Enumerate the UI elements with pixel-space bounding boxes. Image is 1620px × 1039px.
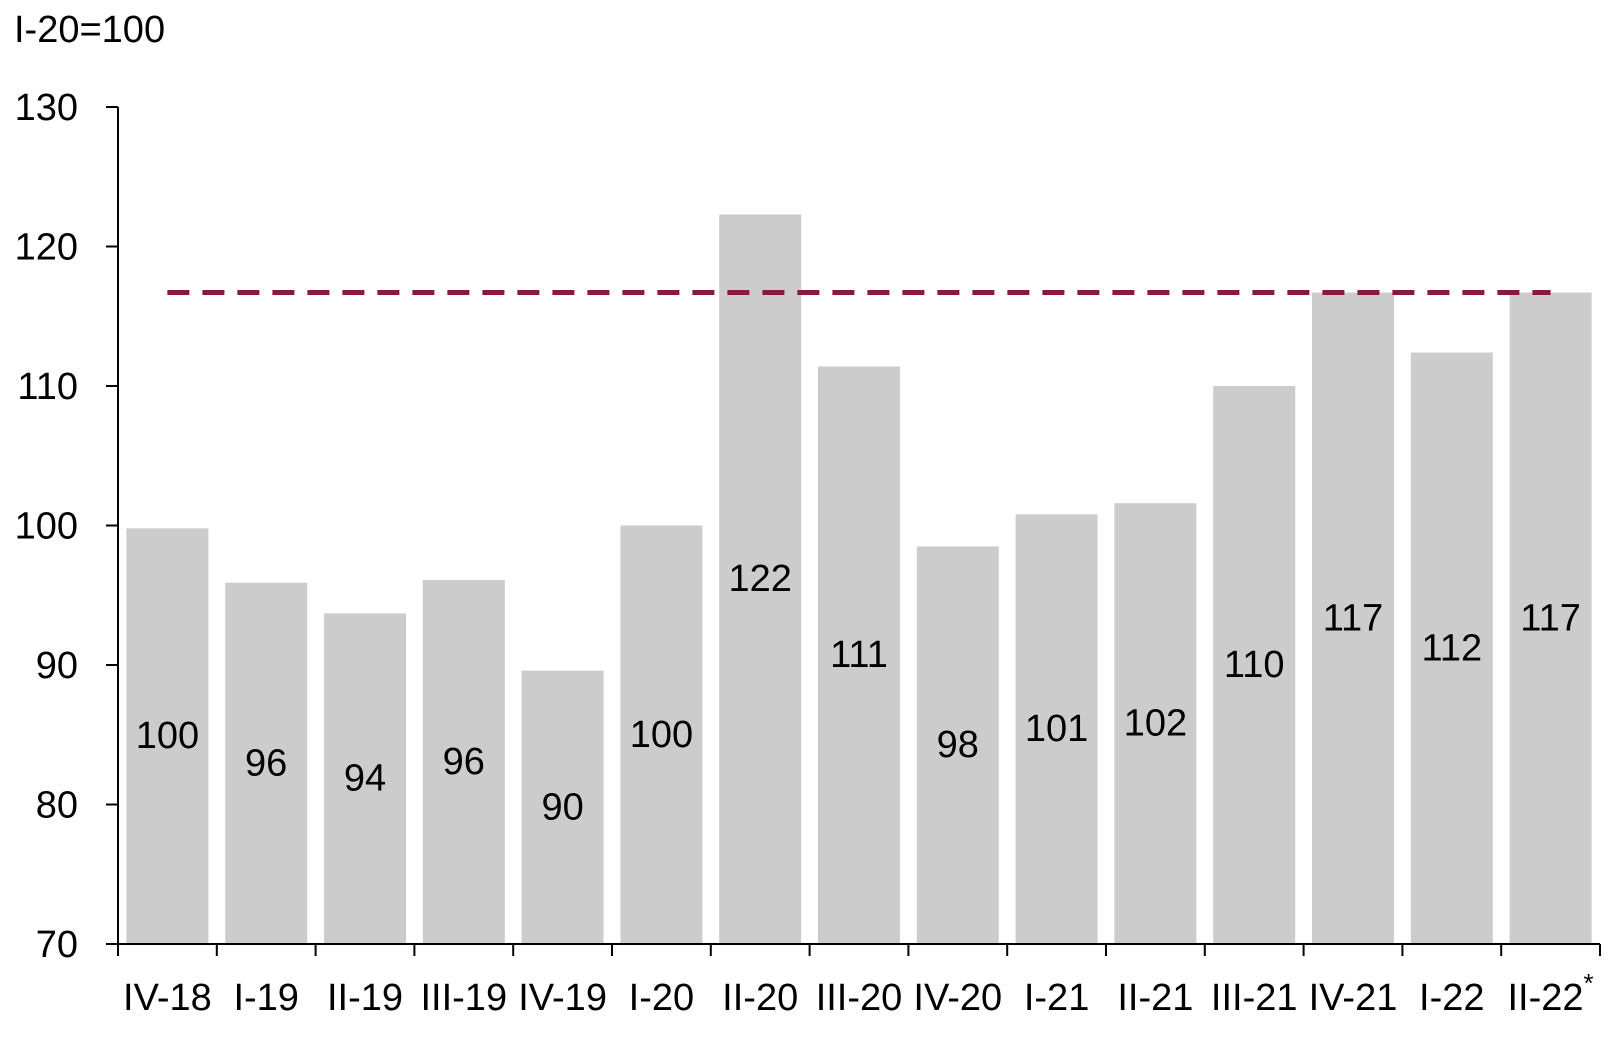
data-label: 112 [1422, 627, 1483, 669]
bar [1410, 352, 1493, 944]
y-tick-label: 90 [36, 645, 78, 687]
x-tick-label: II-22* [1508, 968, 1594, 1019]
bar [1015, 514, 1098, 944]
y-tick-label: 110 [17, 366, 78, 408]
data-label: 96 [443, 741, 485, 783]
x-axis-ticks: IV-18 I-19 II-19 III-19 IV-19 I-20 II-20 III-20… [117, 944, 1601, 1019]
data-label: 96 [245, 742, 287, 784]
data-label: 90 [541, 786, 583, 828]
x-tick-label: I-19 [233, 977, 298, 1019]
x-tick-label: III-19 [420, 977, 507, 1019]
bar [719, 214, 802, 945]
bar [817, 366, 901, 945]
data-label: 117 [1323, 597, 1384, 639]
y-tick-label: 100 [15, 506, 78, 548]
bar [422, 579, 505, 944]
x-tick-label: II-21 [1117, 977, 1193, 1019]
bar [521, 670, 604, 944]
bar [916, 546, 999, 944]
bar [1213, 386, 1296, 944]
x-tick-label: IV-20 [913, 977, 1002, 1019]
y-unit-label: I-20=100 [14, 9, 165, 51]
data-label: 100 [136, 715, 199, 757]
bars [126, 214, 1592, 945]
x-tick-label: IV-18 [123, 977, 212, 1019]
x-tick-label: II-20 [722, 977, 798, 1019]
x-tick-label: III-20 [816, 977, 903, 1019]
x-tick-label: III-21 [1211, 977, 1298, 1019]
y-axis-ticks: 70 80 90 100 110 120 130 [15, 87, 118, 966]
bar [620, 525, 703, 944]
bar [1114, 503, 1197, 944]
bar [1509, 292, 1592, 944]
bar [126, 528, 209, 944]
x-tick-label: IV-21 [1309, 977, 1398, 1019]
data-label: 110 [1224, 644, 1285, 686]
data-label: 122 [728, 558, 791, 600]
data-label: 100 [630, 714, 693, 756]
y-tick-label: 120 [15, 227, 78, 269]
data-label: 111 [830, 634, 888, 676]
bar [225, 582, 308, 944]
data-label: 98 [937, 724, 979, 766]
x-tick-label: I-22 [1419, 977, 1484, 1019]
y-tick-label: 130 [15, 87, 78, 129]
data-labels: 100 96 94 96 90 100 122 111 98 101 102 110 117 112 117 [136, 558, 1581, 828]
x-tick-label: I-21 [1024, 977, 1089, 1019]
y-tick-label: 80 [36, 785, 78, 827]
y-tick-label: 70 [36, 924, 78, 966]
data-label: 102 [1124, 703, 1187, 745]
bar [1311, 292, 1395, 944]
data-label: 101 [1025, 708, 1088, 750]
x-tick-label: I-20 [629, 977, 694, 1019]
data-label: 117 [1520, 597, 1581, 639]
bar [323, 613, 407, 944]
x-tick-label: II-19 [327, 977, 403, 1019]
data-label: 94 [344, 758, 386, 800]
x-tick-label: IV-19 [518, 977, 607, 1019]
